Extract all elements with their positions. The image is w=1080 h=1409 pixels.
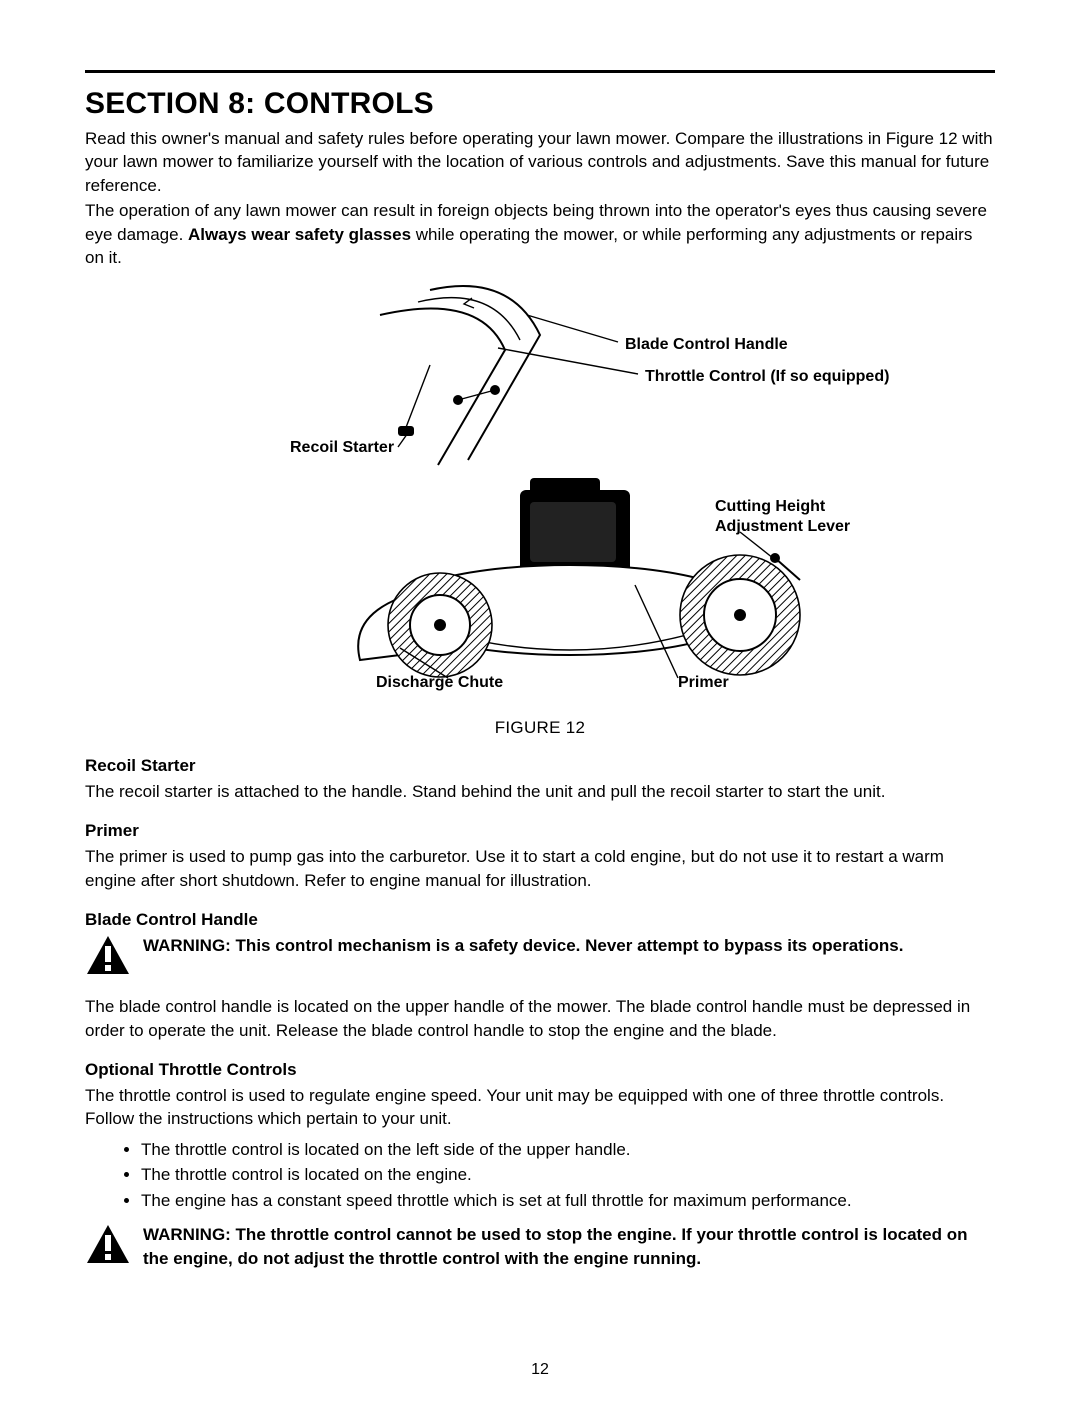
top-rule (85, 70, 995, 73)
throttle-bullet-3: The engine has a constant speed throttle… (141, 1188, 995, 1214)
throttle-warn-body: The throttle control cannot be used to s… (143, 1225, 968, 1267)
manual-page: SECTION 8: CONTROLS Read this owner's ma… (0, 0, 1080, 1409)
throttle-warning: WARNING: The throttle control cannot be … (85, 1223, 995, 1270)
intro-2b: Always wear safety glasses (188, 225, 411, 244)
throttle-bullet-1: The throttle control is located on the l… (141, 1137, 995, 1163)
blade-heading: Blade Control Handle (85, 910, 995, 930)
front-wheel (388, 573, 492, 677)
section-title: SECTION 8: CONTROLS (85, 87, 995, 121)
primer-heading: Primer (85, 821, 995, 841)
warning-icon (85, 1223, 131, 1270)
throttle-warning-text: WARNING: The throttle control cannot be … (143, 1223, 995, 1270)
mower-illustration (180, 280, 900, 710)
throttle-bullet-2: The throttle control is located on the e… (141, 1162, 995, 1188)
warning-icon (85, 934, 131, 981)
blade-warning: WARNING: This control mechanism is a saf… (85, 934, 995, 981)
throttle-body: The throttle control is used to regulate… (85, 1084, 995, 1131)
blade-body: The blade control handle is located on t… (85, 995, 995, 1042)
blade-warn-lead: WARNING: (143, 936, 236, 955)
recoil-body: The recoil starter is attached to the ha… (85, 780, 995, 803)
recoil-heading: Recoil Starter (85, 756, 995, 776)
throttle-bullets: The throttle control is located on the l… (141, 1137, 995, 1214)
page-number: 12 (0, 1361, 1080, 1379)
intro-paragraph-2: The operation of any lawn mower can resu… (85, 199, 995, 269)
figure-box: Blade Control Handle Throttle Control (I… (180, 280, 900, 710)
blade-warn-body: This control mechanism is a safety devic… (236, 936, 904, 955)
throttle-warn-lead: WARNING: (143, 1225, 236, 1244)
primer-body: The primer is used to pump gas into the … (85, 845, 995, 892)
figure-caption: FIGURE 12 (495, 718, 586, 738)
blade-warning-text: WARNING: This control mechanism is a saf… (143, 934, 995, 957)
throttle-heading: Optional Throttle Controls (85, 1060, 995, 1080)
rear-wheel (680, 555, 800, 675)
intro-paragraph-1: Read this owner's manual and safety rule… (85, 127, 995, 197)
figure-12: Blade Control Handle Throttle Control (I… (85, 276, 995, 738)
